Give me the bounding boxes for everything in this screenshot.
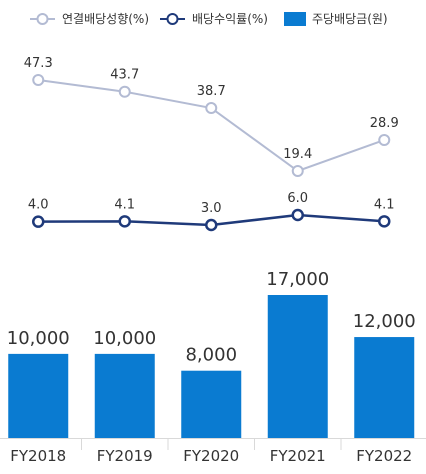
dividend-yield-point [378,215,391,228]
legend-swatch-2 [284,12,306,26]
payout-ratio-point [378,134,391,147]
dps-bar-label: 17,000 [266,269,329,290]
dividend-yield-point [205,218,218,232]
dividend-yield-label: 4.1 [114,197,135,212]
legend-label-2: 주당배당금(원) [312,12,388,26]
legend-marker-1 [166,13,179,25]
dividend-yield-label: 3.0 [201,201,222,216]
dividend-yield-point [291,208,304,222]
payout-ratio-point [118,85,131,98]
dps-bar [8,353,69,438]
payout-ratio-label: 28.9 [370,116,399,131]
legend-label-0: 연결배당성향(%) [62,12,149,26]
dps-bar [354,337,415,438]
dividend-yield-label: 4.1 [374,197,395,212]
dps-bar [94,353,155,438]
payout-ratio-point [291,165,304,177]
x-tick-label: FY2020 [183,447,239,465]
payout-ratio-label: 47.3 [24,56,53,71]
dps-bar-label: 10,000 [7,328,70,349]
dps-bar-label: 12,000 [353,311,416,332]
dps-bar [267,295,328,438]
payout-ratio-label: 19.4 [283,147,312,162]
dividend-yield-point [32,215,45,228]
dividend-yield-label: 4.0 [28,198,49,213]
payout-ratio-label: 38.7 [197,84,226,99]
dps-bar-label: 10,000 [93,328,156,349]
legend: 연결배당성향(%) 배당수익률(%) 주당배당금(원) [30,12,388,26]
dps-bar [181,370,242,438]
x-tick-label: FY2022 [356,447,412,465]
dps-bar-label: 8,000 [185,345,237,366]
payout-ratio-point [32,74,45,86]
x-axis: FY2018 FY2019 FY2020 FY2021 FY2022 [0,438,426,465]
x-tick-label: FY2019 [97,447,153,465]
x-tick-label: FY2021 [270,447,326,465]
dividend-yield-point [118,215,131,228]
payout-ratio-point [205,102,218,115]
x-tick-label: FY2018 [10,447,66,465]
payout-ratio-series: 47.3 43.7 38.7 19.4 28.9 [24,56,399,177]
legend-label-1: 배당수익률(%) [192,12,268,26]
dps-bars: 10,000 10,000 8,000 17,000 12,000 [7,269,416,438]
payout-ratio-label: 43.7 [110,68,139,83]
dividend-yield-series: 4.0 4.1 3.0 6.0 4.1 [28,191,395,232]
legend-marker-0 [36,13,49,25]
dividend-yield-label: 6.0 [287,191,308,206]
